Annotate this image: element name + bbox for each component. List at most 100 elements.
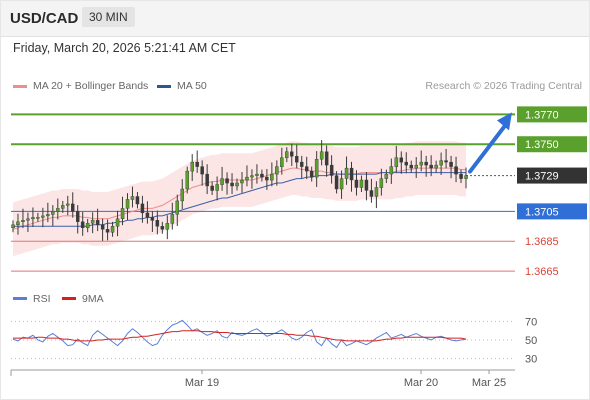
candle: [85, 218, 90, 233]
candle-body-down: [225, 178, 229, 184]
symbol-title: USD/CAD: [10, 10, 79, 27]
candle-body-down: [155, 220, 160, 227]
candle: [349, 161, 354, 192]
candle: [80, 211, 85, 236]
candle: [130, 186, 135, 208]
legend-swatch-ma20: [13, 84, 27, 88]
candle-body-up: [26, 218, 30, 221]
candle-body-up: [215, 184, 219, 191]
pivot-label-box: [517, 203, 587, 220]
candle-body-up: [85, 223, 90, 229]
resistance-label-box: [517, 136, 587, 153]
current-label-box: [517, 167, 587, 184]
candle-body-down: [424, 161, 428, 166]
candle: [429, 155, 433, 177]
rsi-tick-label: 50: [525, 335, 537, 347]
candle-body-down: [329, 164, 334, 176]
forecast-arrow-head: [497, 112, 512, 131]
rsi-legend: RSI 9MA: [13, 293, 104, 305]
candle-body-up: [384, 173, 389, 179]
candle: [135, 191, 140, 209]
candle-body-down: [290, 151, 294, 157]
candle-body-down: [429, 164, 433, 169]
legend-label-ma50: MA 50: [177, 80, 207, 92]
candle: [195, 150, 199, 173]
candle: [464, 167, 468, 189]
support-level-label: 1.3685: [525, 236, 559, 248]
candle: [295, 144, 299, 169]
timeframe-badge[interactable]: 30 MIN: [82, 7, 135, 27]
candle: [90, 212, 95, 234]
candle: [41, 207, 45, 228]
candle: [65, 195, 70, 216]
candle: [110, 221, 115, 237]
candle-body-up: [464, 175, 468, 179]
candle-body-up: [319, 151, 324, 160]
candle: [70, 192, 75, 218]
candle-body-down: [324, 151, 329, 166]
candle-body-up: [110, 226, 115, 233]
candle: [115, 210, 120, 237]
candle: [51, 205, 55, 227]
candle-body-down: [145, 212, 150, 218]
candle-body-up: [235, 182, 239, 187]
candle-body-up: [314, 158, 319, 178]
candle: [36, 212, 40, 222]
candle-body-up: [339, 178, 344, 190]
resistance-label-box: [517, 106, 587, 123]
candle: [309, 166, 314, 182]
candle-body-up: [170, 214, 175, 224]
candle-body-up: [434, 164, 438, 169]
candle: [235, 178, 239, 191]
candle-body-up: [36, 217, 40, 219]
candle-body-up: [270, 173, 274, 181]
candle-body-down: [300, 161, 304, 167]
candle-body-down: [349, 167, 354, 181]
candle: [245, 165, 249, 187]
rsi-legend-swatch: [13, 297, 27, 300]
candle-body-down: [150, 217, 155, 221]
candle: [150, 211, 155, 232]
candle: [454, 156, 458, 183]
candle: [190, 154, 194, 181]
chart-header-bar: USD/CAD 30 MIN: [0, 0, 590, 37]
legend-ma50: MA 50: [157, 80, 207, 92]
chart-datetime: Friday, March 20, 2026 5:21:41 AM CET: [13, 41, 236, 55]
rsi-legend-label: RSI: [33, 293, 51, 305]
candle: [175, 194, 179, 227]
candle: [230, 173, 234, 195]
candle: [409, 160, 414, 173]
candle: [379, 168, 384, 196]
rsi-line: [12, 319, 467, 349]
candle-body-up: [90, 220, 95, 224]
candle-body-up: [16, 221, 20, 226]
candle-body-down: [260, 173, 264, 178]
time-axis: Mar 19 Mar 20 Mar 25: [10, 369, 515, 389]
candle: [374, 181, 379, 209]
candle: [369, 178, 374, 203]
candle: [240, 171, 244, 193]
candle-body-up: [165, 223, 170, 230]
candle-body-down: [80, 221, 85, 229]
candle: [285, 147, 289, 163]
candle-body-down: [100, 224, 105, 230]
legend-ma20: MA 20 + Bollinger Bands: [13, 80, 148, 92]
candle: [26, 212, 30, 232]
candle: [324, 145, 329, 177]
candle: [145, 201, 150, 224]
candle-body-down: [230, 182, 234, 187]
rsi-panel: 70 50 30: [11, 316, 537, 366]
candle-body-down: [454, 166, 458, 175]
candle: [250, 169, 254, 189]
rsi-ma9-line: [13, 330, 467, 342]
candle: [180, 179, 184, 209]
candle: [339, 170, 344, 199]
candle: [105, 219, 110, 241]
candle: [95, 208, 100, 232]
candle-body-up: [389, 166, 394, 175]
candle-body-up: [56, 208, 60, 212]
candle-body-up: [46, 214, 50, 217]
candle-body-up: [280, 157, 284, 167]
candle: [419, 150, 424, 172]
